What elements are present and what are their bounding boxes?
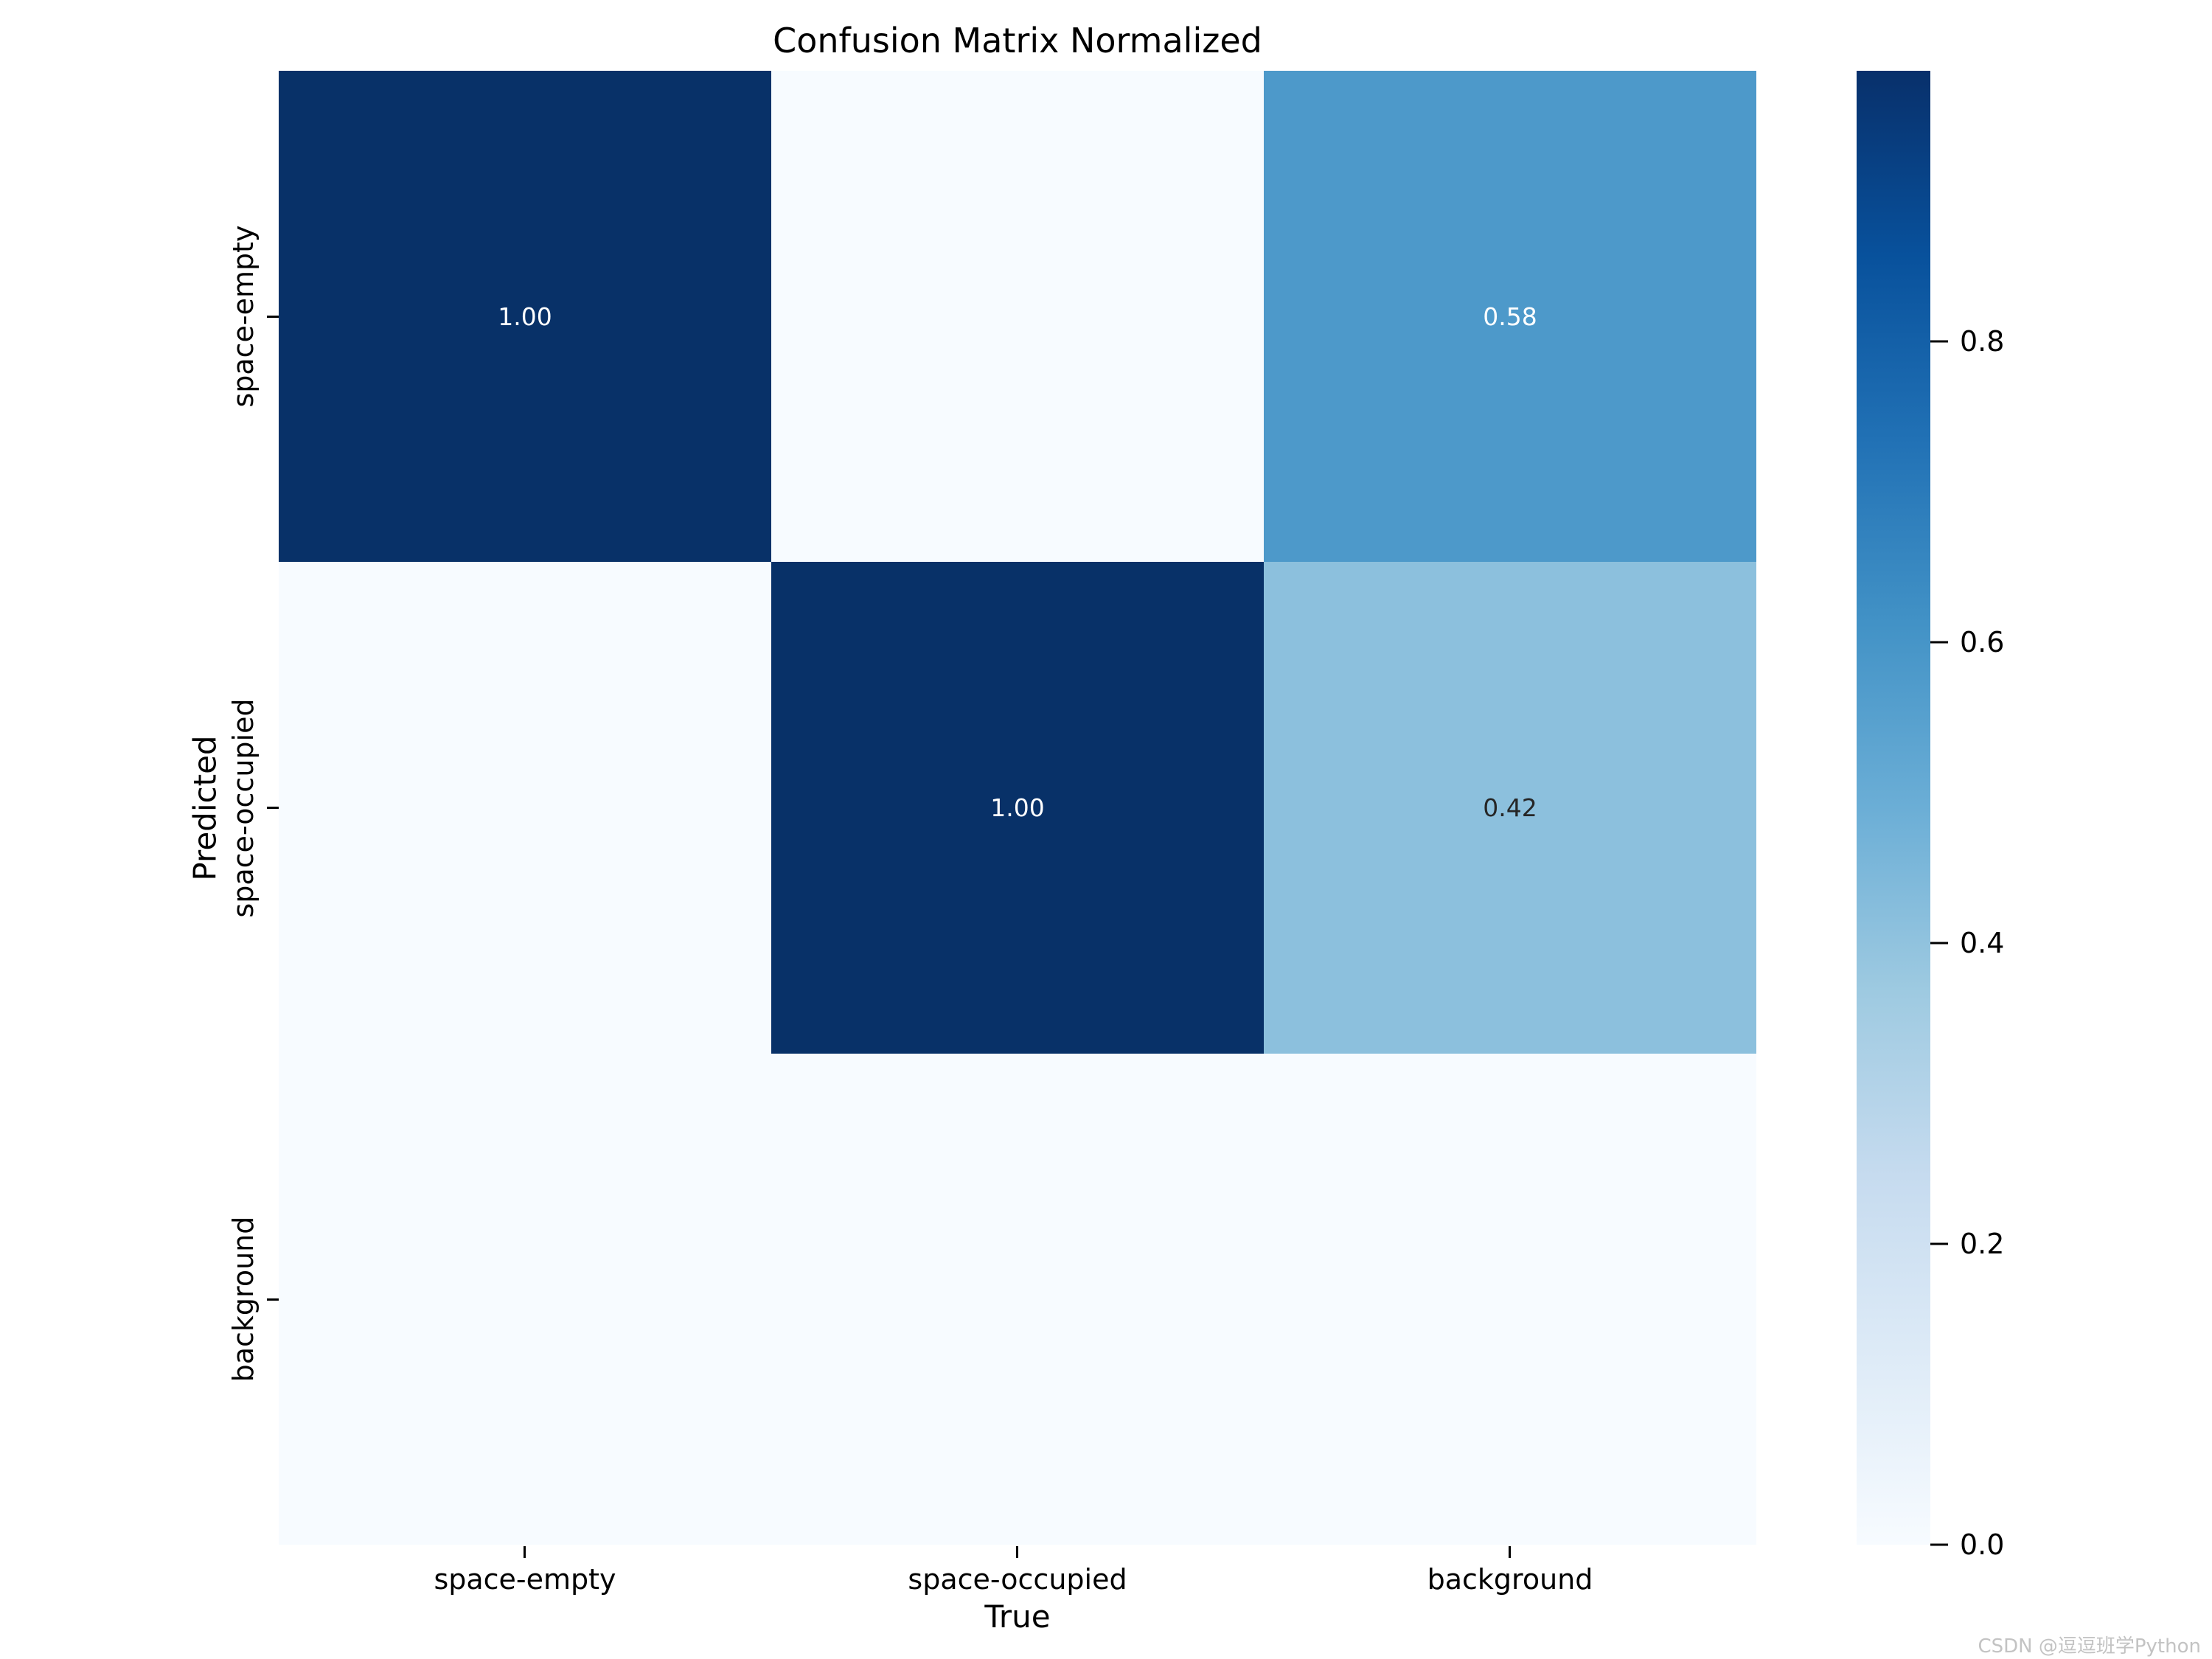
colorbar-tickmark-0.6 bbox=[1930, 641, 1948, 644]
heatmap-cell-r1-c1: 1.00 bbox=[771, 562, 1264, 1054]
colorbar-tickmark-0.2 bbox=[1930, 1242, 1948, 1245]
heatmap-plot-area: 1.00 0.58 1.00 0.42 bbox=[279, 71, 1756, 1545]
heatmap-cell-r2-c1 bbox=[771, 1053, 1264, 1545]
x-tick-label-space-empty: space-empty bbox=[434, 1563, 616, 1596]
heatmap-cell-r2-c0 bbox=[279, 1053, 771, 1545]
heatmap-cell-r1-c2: 0.42 bbox=[1264, 562, 1756, 1054]
heatmap-cell-r2-c2 bbox=[1264, 1053, 1756, 1545]
colorbar-tick-label-0.8: 0.8 bbox=[1960, 325, 2005, 358]
colorbar-tick-label-0.0: 0.0 bbox=[1960, 1528, 2005, 1561]
chart-title: Confusion Matrix Normalized bbox=[773, 21, 1262, 60]
heatmap-cell-r1-c0 bbox=[279, 562, 771, 1054]
cell-value: 0.42 bbox=[1483, 793, 1537, 822]
heatmap-cell-r0-c1 bbox=[771, 71, 1264, 563]
heatmap-cell-r0-c2: 0.58 bbox=[1264, 71, 1756, 563]
x-tickmark-0 bbox=[524, 1546, 526, 1558]
x-axis-label: True bbox=[984, 1599, 1051, 1635]
heatmap-cell-r0-c0: 1.00 bbox=[279, 71, 771, 563]
cell-value: 0.58 bbox=[1483, 302, 1537, 331]
colorbar-tick-label-0.4: 0.4 bbox=[1960, 927, 2005, 960]
x-tickmark-2 bbox=[1509, 1546, 1511, 1558]
colorbar-tickmark-0.8 bbox=[1930, 340, 1948, 343]
x-tick-label-background: background bbox=[1427, 1563, 1593, 1596]
cell-value: 1.00 bbox=[990, 793, 1045, 822]
colorbar-tickmark-0.0 bbox=[1930, 1543, 1948, 1546]
colorbar-tickmark-0.4 bbox=[1930, 942, 1948, 945]
watermark: CSDN @逗逗班学Python bbox=[1978, 1635, 2201, 1658]
colorbar bbox=[1857, 71, 1930, 1545]
x-tickmark-1 bbox=[1016, 1546, 1018, 1558]
y-tickmark-0 bbox=[267, 316, 279, 318]
y-tickmark-1 bbox=[267, 807, 279, 809]
colorbar-tick-label-0.6: 0.6 bbox=[1960, 626, 2005, 659]
colorbar-tick-label-0.2: 0.2 bbox=[1960, 1228, 2005, 1261]
y-tickmark-2 bbox=[267, 1298, 279, 1301]
cell-value: 1.00 bbox=[498, 302, 552, 331]
colorbar-ticks: 0.8 0.6 0.4 0.2 0.0 bbox=[1930, 71, 2078, 1561]
x-tick-label-space-occupied: space-occupied bbox=[908, 1563, 1127, 1596]
